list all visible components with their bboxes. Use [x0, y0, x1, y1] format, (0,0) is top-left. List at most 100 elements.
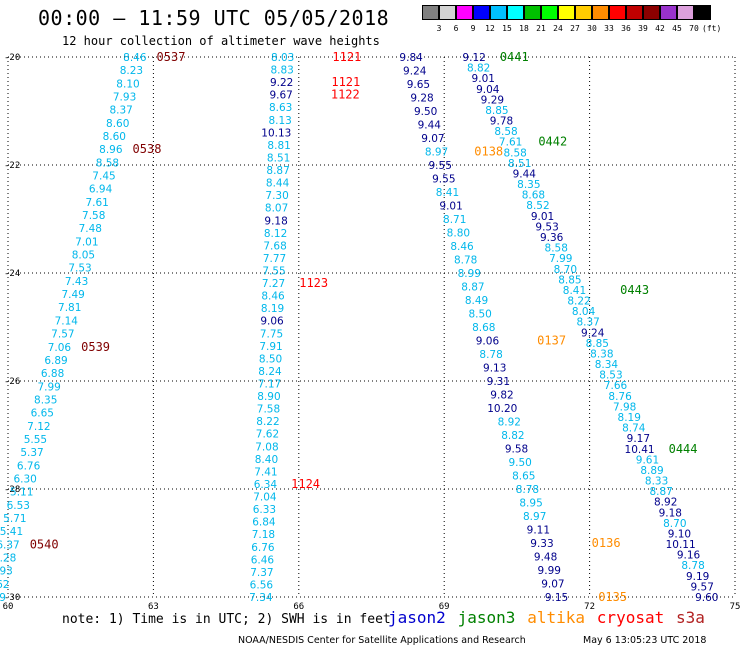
- wave-height-value: 8.52: [526, 200, 549, 212]
- wave-height-value: 8.70: [554, 264, 577, 276]
- wave-height-value: 8.33: [645, 476, 668, 488]
- longitude-tick-label: 63: [148, 602, 159, 612]
- wave-height-value: 7.04: [253, 492, 277, 504]
- wave-height-value: 7.99: [37, 381, 60, 393]
- color-scale-unit: (ft): [702, 24, 722, 33]
- wave-height-value: 9.07: [421, 133, 444, 145]
- pass-time-label: 0539: [81, 340, 110, 354]
- color-scale-swatch: [456, 5, 473, 20]
- wave-height-value: 8.71: [443, 214, 466, 226]
- wave-height-value: 7.34: [249, 592, 273, 604]
- page-subtitle: 12 hour collection of altimeter wave hei…: [62, 34, 380, 48]
- wave-height-value: 7.45: [92, 171, 115, 183]
- wave-height-value: 9.61: [636, 454, 659, 466]
- color-scale-swatch: [490, 5, 507, 20]
- wave-height-value: 9.04: [476, 84, 500, 96]
- color-scale-label: 12: [485, 24, 495, 33]
- pass-time-label: 0538: [133, 142, 162, 156]
- wave-height-value: 8.85: [586, 338, 609, 350]
- wave-height-value: 7.57: [51, 329, 74, 341]
- pass-time-label: 1124: [291, 477, 320, 491]
- wave-height-value: 9.18: [264, 215, 287, 227]
- color-scale-label: 42: [655, 24, 665, 33]
- color-scale-swatch: [609, 5, 626, 20]
- wave-height-value: 8.23: [120, 65, 143, 77]
- latitude-tick-label: -22: [4, 161, 20, 171]
- wave-height-value: 5.41: [0, 526, 23, 538]
- color-scale-label: 45: [672, 24, 682, 33]
- wave-height-value: 9.48: [534, 552, 557, 564]
- wave-height-value: 9.01: [531, 211, 554, 223]
- color-scale-label: 9: [470, 24, 476, 33]
- pass-time-label: 0443: [620, 283, 649, 297]
- wave-height-value: 8.58: [494, 126, 517, 138]
- wave-height-value: 8.82: [467, 63, 490, 75]
- color-scale-swatch: [643, 5, 660, 20]
- color-scale-swatch: [592, 5, 609, 20]
- wave-height-value: 8.74: [622, 423, 646, 435]
- wave-height-value: 7.61: [85, 197, 108, 209]
- color-scale-swatch: [626, 5, 643, 20]
- pass-time-label: 0444: [669, 442, 698, 456]
- color-scale-swatch: [473, 5, 490, 20]
- wave-height-value: 8.99: [458, 268, 481, 280]
- wave-height-value: 9.36: [540, 232, 564, 244]
- wave-height-value: 5.37: [20, 447, 43, 459]
- wave-height-value: 6.84: [252, 517, 276, 529]
- wave-height-value: 8.46: [261, 291, 285, 303]
- legend-item-altika: altika: [527, 608, 585, 627]
- color-scale-label: 6: [453, 24, 459, 33]
- pass-time-label: 0137: [537, 334, 566, 348]
- wave-height-value: 8.46: [450, 241, 474, 253]
- wave-height-value: 9.33: [530, 538, 553, 550]
- color-scale-label: 27: [570, 24, 580, 33]
- wave-height-value: 7.27: [262, 278, 285, 290]
- longitude-tick-label: 75: [730, 602, 740, 612]
- wave-height-value: 8.24: [258, 366, 282, 378]
- wave-height-value: 9.29: [481, 94, 504, 106]
- wave-height-value: 9.55: [432, 174, 455, 186]
- wave-height-value: 8.49: [465, 295, 488, 307]
- wave-height-value: 9.24: [403, 66, 427, 78]
- legend-item-jason3: jason3: [457, 608, 516, 627]
- color-scale-label: 18: [519, 24, 529, 33]
- wave-height-value: 9.50: [508, 457, 531, 469]
- color-scale-swatch: [422, 5, 439, 20]
- wave-height-value: 8.41: [563, 285, 586, 297]
- page-title: 00:00 – 11:59 UTC 05/05/2018: [38, 6, 390, 30]
- wave-height-value: 5.99: [0, 592, 6, 604]
- color-scale-label: 39: [638, 24, 648, 33]
- color-scale-label: 33: [604, 24, 614, 33]
- wave-height-value: 9.15: [545, 592, 568, 604]
- wave-height-value: 9.01: [472, 73, 495, 85]
- longitude-tick-label: 66: [293, 602, 304, 612]
- wave-height-value: 7.43: [65, 276, 88, 288]
- wave-height-value: 9.22: [270, 77, 293, 89]
- wave-height-value: 8.68: [522, 190, 545, 202]
- pass-time-label: 1123: [299, 276, 328, 290]
- wave-height-value: 5.11: [10, 487, 33, 499]
- wave-height-value: 8.89: [640, 465, 663, 477]
- wave-height-value: 9.11: [527, 525, 550, 537]
- wave-height-value: 8.03: [271, 52, 294, 64]
- wave-height-value: 9.84: [399, 52, 423, 64]
- color-scale-label: 70: [689, 24, 699, 33]
- wave-height-value: 8.78: [479, 349, 502, 361]
- wave-height-value: 8.53: [599, 370, 622, 382]
- longitude-tick-label: 69: [439, 602, 450, 612]
- wave-height-value: 8.34: [595, 359, 619, 371]
- wave-height-value: 9.78: [490, 116, 513, 128]
- wave-height-value: 10.41: [625, 444, 655, 456]
- wave-height-value: 7.30: [265, 190, 288, 202]
- wave-height-value: 7.61: [499, 137, 522, 149]
- wave-height-value: 6.34: [254, 479, 278, 491]
- wave-height-value: 9.67: [269, 90, 292, 102]
- wave-height-value: 6.46: [251, 554, 275, 566]
- generated-timestamp: May 6 13:05:23 UTC 2018: [583, 635, 707, 646]
- wave-height-value: 9.19: [686, 571, 709, 583]
- wave-height-value: 9.28: [410, 93, 433, 105]
- wave-height-value: 9.44: [513, 168, 537, 180]
- wave-height-value: 8.37: [576, 317, 599, 329]
- wave-height-value: 6.37: [0, 539, 20, 551]
- wave-height-value: 7.14: [55, 315, 79, 327]
